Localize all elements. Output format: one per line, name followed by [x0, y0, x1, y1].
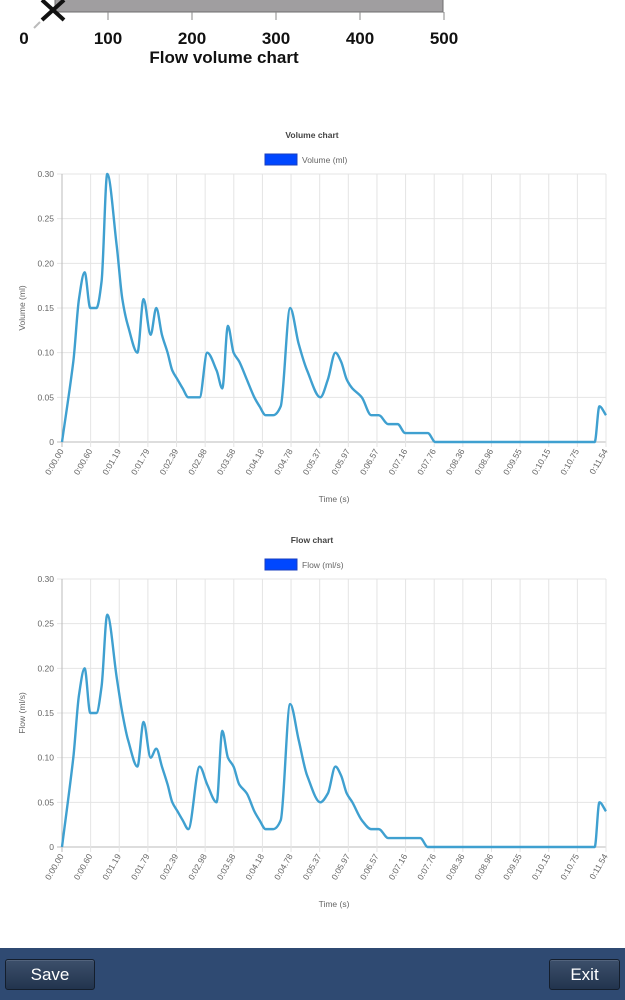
- flow-volume-chart-title: Flow volume chart: [149, 48, 299, 67]
- top-chart-tick-label: 400: [346, 29, 374, 48]
- volume-x-tick-label: 0:04.18: [243, 447, 266, 477]
- volume-x-tick-label: 0:11.54: [587, 447, 610, 476]
- flow-x-tick-label: 0:04.78: [272, 852, 295, 882]
- flow-x-tick-label: 0:09.55: [501, 852, 524, 882]
- flow-x-tick-label: 0:01.19: [100, 852, 123, 882]
- volume-x-tick-label: 0:00.60: [72, 447, 95, 477]
- flow-legend-label: Flow (ml/s): [302, 560, 344, 570]
- volume-x-tick-label: 0:10.75: [558, 447, 581, 477]
- flow-x-tick-label: 0:04.18: [243, 852, 266, 882]
- volume-x-tick-label: 0:10.15: [530, 447, 553, 477]
- flow-y-tick-label: 0.05: [37, 797, 54, 807]
- volume-x-tick-label: 0:05.97: [329, 447, 352, 477]
- volume-x-axis-label: Time (s): [319, 494, 350, 504]
- volume-x-tick-label: 0:02.98: [186, 447, 209, 477]
- volume-x-tick-label: 0:05.37: [301, 447, 324, 477]
- flow-y-tick-label: 0.10: [37, 753, 54, 763]
- flow-x-tick-label: 0:11.54: [587, 852, 610, 881]
- flow-x-tick-label: 0:05.97: [329, 852, 352, 882]
- volume-y-tick-label: 0.20: [37, 258, 54, 268]
- save-button[interactable]: Save: [5, 959, 95, 990]
- top-chart-tick-label: 0: [19, 29, 28, 48]
- volume-x-tick-label: 0:08.36: [444, 447, 467, 477]
- volume-y-axis-label: Volume (ml): [17, 285, 27, 331]
- flow-series-line: [60, 613, 607, 849]
- volume-x-tick-label: 0:02.39: [157, 447, 180, 477]
- volume-x-tick-label: 0:08.96: [472, 447, 495, 477]
- volume-y-tick-label: 0.10: [37, 348, 54, 358]
- flow-x-tick-label: 0:05.37: [301, 852, 324, 882]
- top-chart-tick-label: 200: [178, 29, 206, 48]
- volume-legend-label: Volume (ml): [302, 155, 348, 165]
- volume-x-tick-label: 0:04.78: [272, 447, 295, 477]
- volume-y-tick-label: 0.25: [37, 214, 54, 224]
- volume-y-tick-label: 0.05: [37, 392, 54, 402]
- volume-chart: Volume chart Volume (ml) 0 0.05 0.10 0.15 0.20…: [17, 130, 610, 504]
- flow-volume-chart: 0 100 200 300 400 500 Flow volume chart: [19, 0, 458, 67]
- flow-y-tick-label: 0.30: [37, 574, 54, 584]
- volume-x-tick-label: 0:09.55: [501, 447, 524, 477]
- volume-series-line: [60, 172, 607, 444]
- flow-x-tick-label: 0:07.16: [386, 852, 409, 882]
- flow-legend-swatch: [264, 558, 298, 571]
- top-chart-tick-label: 100: [94, 29, 122, 48]
- flow-x-tick-label: 0:08.36: [444, 852, 467, 882]
- flow-x-tick-label: 0:08.96: [472, 852, 495, 882]
- exit-button[interactable]: Exit: [549, 959, 620, 990]
- flow-x-tick-label: 0:10.75: [558, 852, 581, 882]
- flow-y-tick-label: 0.25: [37, 619, 54, 629]
- flow-x-tick-label: 0:10.15: [530, 852, 553, 882]
- flow-x-tick-label: 0:01.79: [129, 852, 152, 882]
- flow-y-tick-label: 0.20: [37, 663, 54, 673]
- flow-x-tick-label: 0:02.98: [186, 852, 209, 882]
- volume-x-tick-label: 0:06.57: [358, 447, 381, 477]
- volume-x-tick-label: 0:07.16: [386, 447, 409, 477]
- flow-x-tick-label: 0:07.76: [415, 852, 438, 882]
- volume-x-tick-label: 0:01.79: [129, 447, 152, 477]
- flow-y-tick-label: 0: [49, 842, 54, 852]
- close-icon[interactable]: [33, 0, 66, 29]
- volume-x-tick-label: 0:07.76: [415, 447, 438, 477]
- flow-x-tick-label: 0:00.00: [43, 852, 66, 882]
- top-chart-tick-label: 500: [430, 29, 458, 48]
- volume-chart-title: Volume chart: [285, 130, 338, 140]
- volume-x-tick-label: 0:01.19: [100, 447, 123, 477]
- flow-chart: Flow chart Flow (ml/s) 0 0.05 0.10 0.15 0.20 0.…: [17, 535, 610, 909]
- volume-x-tick-label: 0:03.58: [215, 447, 238, 477]
- volume-y-tick-label: 0.30: [37, 169, 54, 179]
- bottom-toolbar: Save Exit: [0, 948, 625, 1000]
- flow-x-tick-label: 0:06.57: [358, 852, 381, 882]
- volume-legend-swatch: [264, 153, 298, 166]
- volume-y-tick-label: 0.15: [37, 303, 54, 313]
- flow-x-axis-label: Time (s): [319, 899, 350, 909]
- flow-y-tick-label: 0.15: [37, 708, 54, 718]
- flow-x-tick-label: 0:03.58: [215, 852, 238, 882]
- flow-chart-title: Flow chart: [291, 535, 334, 545]
- volume-x-tick-label: 0:00.00: [43, 447, 66, 477]
- flow-volume-bar: [54, 0, 444, 13]
- flow-x-tick-label: 0:00.60: [72, 852, 95, 882]
- flow-x-tick-label: 0:02.39: [157, 852, 180, 882]
- top-chart-tick-label: 300: [262, 29, 290, 48]
- volume-y-tick-label: 0: [49, 437, 54, 447]
- flow-y-axis-label: Flow (ml/s): [17, 692, 27, 734]
